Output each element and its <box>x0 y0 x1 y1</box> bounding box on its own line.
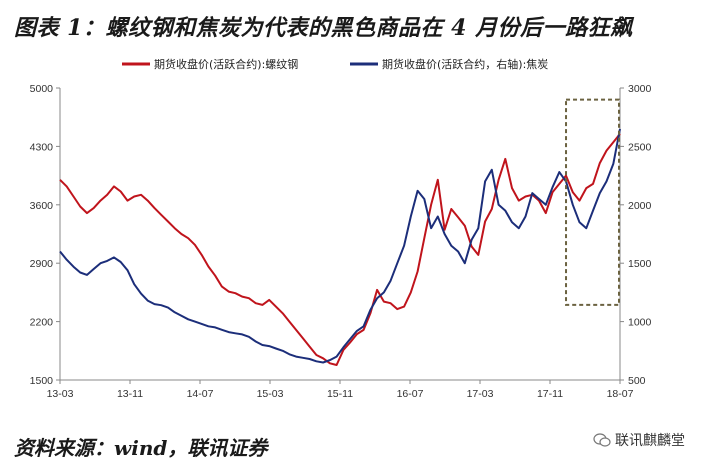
left-y-tick-label: 4300 <box>30 141 54 153</box>
legend: 期货收盘价(活跃合约):螺纹钢 期货收盘价(活跃合约，右轴):焦炭 <box>122 57 548 71</box>
x-tick-label: 13-11 <box>117 388 143 400</box>
source-note: 资料来源：wind，联讯证券 <box>14 436 268 460</box>
watermark: 联讯麒麟堂 <box>593 430 685 450</box>
wechat-icon <box>593 433 611 447</box>
left-y-tick-label: 1500 <box>30 375 54 387</box>
left-y-tick-label: 5000 <box>30 83 54 95</box>
left-y-ticks: 1500 2200 2900 3600 4300 5000 <box>30 83 60 387</box>
legend-label-coke: 期货收盘价(活跃合约，右轴):焦炭 <box>382 57 548 71</box>
watermark-text: 联讯麒麟堂 <box>615 433 685 449</box>
x-tick-label: 17-11 <box>537 388 563 400</box>
x-tick-label: 14-07 <box>187 388 214 400</box>
x-tick-label: 16-07 <box>397 388 424 400</box>
x-tick-label: 15-03 <box>257 388 284 400</box>
series-line-coke <box>59 128 621 364</box>
plot-area: 13-03 13-11 14-07 15-03 15-11 16-07 17-03 17-11… <box>30 83 652 400</box>
x-ticks: 13-03 13-11 14-07 15-03 15-11 16-07 17-03 17-11… <box>47 380 634 400</box>
right-y-tick-label: 2000 <box>628 200 652 212</box>
left-y-tick-label: 3600 <box>30 200 54 212</box>
right-y-tick-label: 1000 <box>628 317 652 329</box>
left-y-tick-label: 2900 <box>30 258 54 270</box>
legend-label-rebar: 期货收盘价(活跃合约):螺纹钢 <box>154 57 298 71</box>
x-tick-label: 18-07 <box>607 388 634 400</box>
right-y-tick-label: 2500 <box>628 141 652 153</box>
left-y-tick-label: 2200 <box>30 317 54 329</box>
right-y-ticks: 500 1000 1500 2000 2500 3000 <box>620 83 652 387</box>
series-line-rebar <box>59 133 621 366</box>
chart-title: 图表 1：螺纹钢和焦炭为代表的黑色商品在 4 月份后一路狂飙 <box>14 15 633 41</box>
right-y-tick-label: 500 <box>628 375 646 387</box>
right-y-tick-label: 3000 <box>628 83 652 95</box>
right-y-tick-label: 1500 <box>628 258 652 270</box>
highlight-box <box>565 98 621 306</box>
x-tick-label: 13-03 <box>47 388 74 400</box>
x-tick-label: 15-11 <box>327 388 353 400</box>
x-tick-label: 17-03 <box>467 388 494 400</box>
